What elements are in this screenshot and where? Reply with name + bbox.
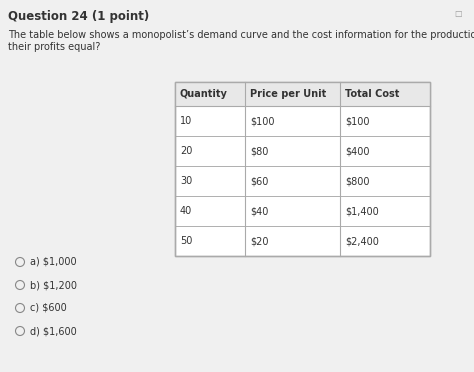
Text: $100: $100 — [345, 116, 370, 126]
Bar — [175, 82, 430, 256]
Text: 20: 20 — [180, 146, 192, 156]
Text: c) $600: c) $600 — [30, 303, 67, 313]
Text: $2,400: $2,400 — [345, 236, 379, 246]
Text: $80: $80 — [250, 146, 268, 156]
Text: 40: 40 — [180, 206, 192, 216]
Text: Total Cost: Total Cost — [345, 89, 400, 99]
Text: d) $1,600: d) $1,600 — [30, 326, 77, 336]
Text: 30: 30 — [180, 176, 192, 186]
Text: Quantity: Quantity — [180, 89, 228, 99]
Text: The table below shows a monopolist’s demand curve and the cost information for t: The table below shows a monopolist’s dem… — [8, 30, 474, 40]
Text: $1,400: $1,400 — [345, 206, 379, 216]
Bar — [175, 82, 430, 256]
Text: 50: 50 — [180, 236, 192, 246]
Text: $40: $40 — [250, 206, 268, 216]
Text: ☐: ☐ — [455, 10, 462, 19]
Text: $60: $60 — [250, 176, 268, 186]
Text: Question 24 (1 point): Question 24 (1 point) — [8, 10, 149, 23]
Text: $100: $100 — [250, 116, 274, 126]
Text: b) $1,200: b) $1,200 — [30, 280, 77, 290]
Text: a) $1,000: a) $1,000 — [30, 257, 77, 267]
Text: 10: 10 — [180, 116, 192, 126]
Text: $20: $20 — [250, 236, 268, 246]
Text: their profits equal?: their profits equal? — [8, 42, 100, 52]
Bar — [175, 82, 430, 106]
Text: Price per Unit: Price per Unit — [250, 89, 326, 99]
Text: $800: $800 — [345, 176, 370, 186]
Text: $400: $400 — [345, 146, 370, 156]
